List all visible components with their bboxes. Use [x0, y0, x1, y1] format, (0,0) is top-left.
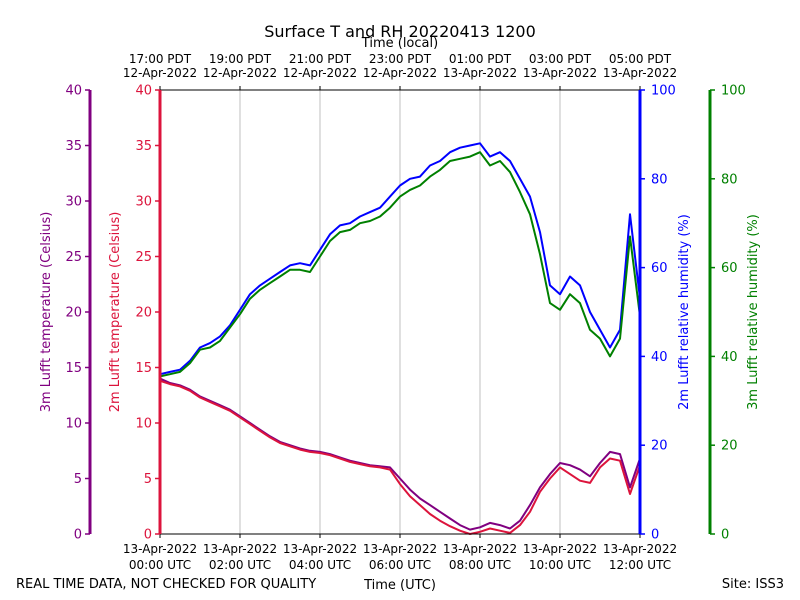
y-tick-label: 30	[135, 195, 152, 210]
y-tick-label: 10	[65, 417, 82, 432]
y-tick-label: 100	[721, 84, 746, 99]
y-tick-label: 0	[144, 528, 152, 543]
y-axis-t2m: 0 5 10 15 20 25 30 35 40 2m Lufft temperature (Ce…	[108, 84, 162, 543]
chart-title: Surface T and RH 20220413 1200	[264, 22, 536, 41]
top-tick-date: 12-Apr-2022	[123, 66, 197, 80]
series-line-rh2m	[159, 142, 641, 376]
y-tick-label: 40	[651, 350, 668, 365]
top-tick-time: 03:00 PDT	[529, 52, 592, 66]
top-tick-time: 05:00 PDT	[609, 52, 672, 66]
y-tick-label: 30	[65, 195, 82, 210]
x-tick-time: 02:00 UTC	[209, 558, 271, 572]
y-tick-label: 10	[135, 417, 152, 432]
x-tick-date: 13-Apr-2022	[203, 542, 277, 556]
y-tick-label: 0	[651, 528, 659, 543]
x-tick-date: 13-Apr-2022	[123, 542, 197, 556]
top-tick-date: 13-Apr-2022	[443, 66, 517, 80]
top-axis-label: Time (local)	[361, 36, 438, 51]
y-tick-label: 20	[65, 306, 82, 321]
top-tick-time: 17:00 PDT	[129, 52, 192, 66]
y-tick-label: 15	[65, 361, 82, 376]
y-tick-label: 15	[135, 361, 152, 376]
y-tick-label: 40	[135, 84, 152, 99]
top-tick-time: 01:00 PDT	[449, 52, 512, 66]
y-tick-label: 0	[721, 528, 729, 543]
y-tick-label: 80	[721, 172, 738, 187]
y-axis-label: 2m Lufft relative humidity (%)	[677, 214, 692, 410]
x-tick-time: 04:00 UTC	[289, 558, 351, 572]
y-tick-label: 60	[721, 261, 738, 276]
y-tick-label: 60	[651, 261, 668, 276]
top-tick-date: 12-Apr-2022	[363, 66, 437, 80]
y-tick-label: 25	[135, 250, 152, 265]
top-tick-date: 13-Apr-2022	[523, 66, 597, 80]
top-tick-time: 21:00 PDT	[289, 52, 352, 66]
x-axis-label: Time (UTC)	[363, 578, 436, 593]
series-line-rh3m	[159, 151, 641, 378]
x-tick-time: 00:00 UTC	[129, 558, 191, 572]
y-axis-rh3m: 0 20 40 60 80 100 3m Lufft relative humidity (…	[708, 84, 761, 543]
x-tick-date: 13-Apr-2022	[443, 542, 517, 556]
series-line-t2m	[159, 379, 641, 535]
x-tick-date: 13-Apr-2022	[283, 542, 357, 556]
x-tick-date: 13-Apr-2022	[363, 542, 437, 556]
y-axis-label: 2m Lufft temperature (Celsius)	[108, 212, 123, 413]
top-tick-date: 12-Apr-2022	[283, 66, 357, 80]
footer-disclaimer: REAL TIME DATA, NOT CHECKED FOR QUALITY	[16, 577, 316, 592]
x-tick-time: 10:00 UTC	[529, 558, 591, 572]
y-tick-label: 35	[135, 139, 152, 154]
y-tick-label: 25	[65, 250, 82, 265]
footer-site: Site: ISS3	[722, 577, 784, 592]
y-axis-label: 3m Lufft temperature (Celsius)	[39, 212, 54, 413]
top-tick-date: 12-Apr-2022	[203, 66, 277, 80]
x-tick-date: 13-Apr-2022	[603, 542, 677, 556]
y-tick-label: 0	[74, 528, 82, 543]
axes: 13-Apr-2022 00:00 UTC 13-Apr-2022 02:00 UTC…	[39, 52, 761, 572]
y-tick-label: 80	[651, 172, 668, 187]
y-tick-label: 40	[721, 350, 738, 365]
y-axis-rh2m: 0 20 40 60 80 100 2m Lufft relative humidity (…	[638, 84, 692, 543]
y-tick-label: 20	[721, 439, 738, 454]
y-tick-label: 5	[74, 472, 82, 487]
y-axis-label: 3m Lufft relative humidity (%)	[746, 214, 761, 410]
y-tick-label: 20	[135, 306, 152, 321]
top-tick-time: 19:00 PDT	[209, 52, 272, 66]
y-tick-label: 20	[651, 439, 668, 454]
top-tick-time: 23:00 PDT	[369, 52, 432, 66]
y-tick-label: 5	[144, 472, 152, 487]
x-tick-date: 13-Apr-2022	[523, 542, 597, 556]
x-tick-time: 06:00 UTC	[369, 558, 431, 572]
x-tick-time: 08:00 UTC	[449, 558, 511, 572]
y-tick-label: 100	[651, 84, 676, 99]
y-tick-label: 35	[65, 139, 82, 154]
x-tick-time: 12:00 UTC	[609, 558, 671, 572]
top-tick-date: 13-Apr-2022	[603, 66, 677, 80]
series-lines	[159, 142, 641, 535]
y-tick-label: 40	[65, 84, 82, 99]
y-axis-t3m: 0 5 10 15 20 25 30 35 40 3m Lufft temperature (Ce…	[39, 84, 92, 543]
grid-lines	[239, 90, 561, 534]
